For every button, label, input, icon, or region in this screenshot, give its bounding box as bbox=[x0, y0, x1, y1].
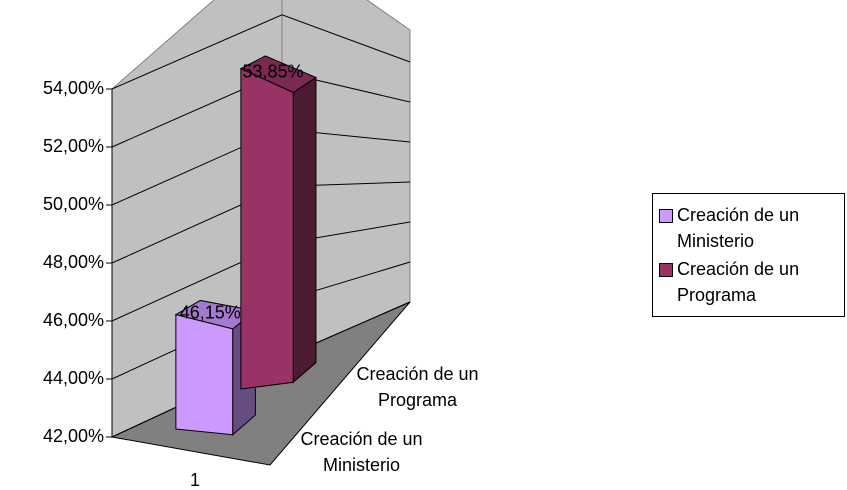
grid-line bbox=[111, 14, 411, 90]
legend-swatch bbox=[659, 209, 673, 223]
legend: Creación de un Ministerio Creación de un … bbox=[652, 193, 845, 317]
legend-item: Creación de un Ministerio bbox=[659, 202, 844, 254]
y-tick-label: 46,00% bbox=[43, 310, 104, 330]
y-tick-label: 44,00% bbox=[43, 368, 104, 388]
y-tick-label: 52,00% bbox=[43, 136, 104, 156]
bar bbox=[240, 67, 294, 390]
y-tick-label: 54,00% bbox=[43, 78, 104, 98]
legend-swatch bbox=[659, 263, 673, 277]
legend-item: Creación de un Programa bbox=[659, 256, 844, 308]
z-tick-label: Creación de un Programa bbox=[356, 364, 479, 411]
y-tick-label: 50,00% bbox=[43, 194, 104, 214]
legend-label: Creación de un Programa bbox=[677, 259, 800, 305]
legend-label: Creación de un Ministerio bbox=[677, 205, 800, 251]
data-label: 53,85% bbox=[243, 61, 304, 81]
x-tick-label: 1 bbox=[190, 470, 200, 490]
y-tick-label: 48,00% bbox=[43, 252, 104, 272]
bar-side bbox=[292, 76, 317, 384]
data-label: 46,15% bbox=[180, 302, 241, 322]
y-tick-label: 42,00% bbox=[43, 426, 104, 446]
z-tick-label: Creación de un Ministerio bbox=[300, 429, 423, 476]
bar bbox=[175, 314, 234, 436]
